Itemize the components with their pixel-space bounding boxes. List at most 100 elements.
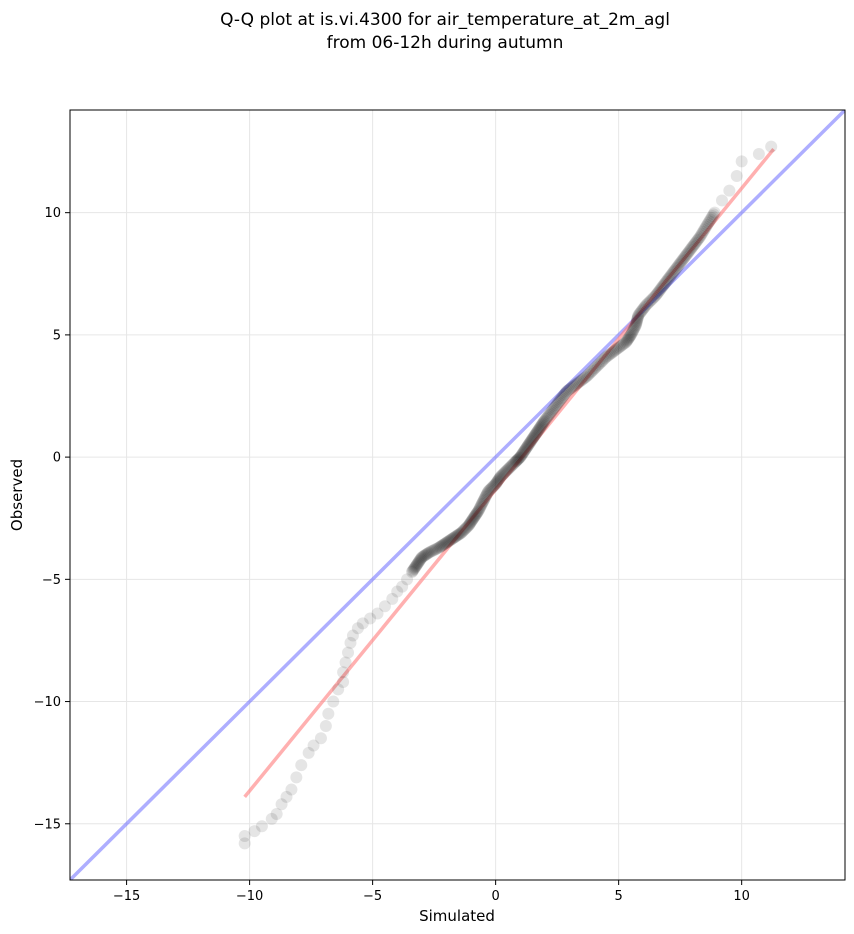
quantile-point (475, 497, 488, 510)
quantile-point (537, 416, 550, 429)
quantile-point (630, 316, 643, 329)
quantile-point (452, 528, 465, 541)
quantile-point (450, 529, 463, 542)
quantile-point (529, 428, 542, 441)
quantile-point (580, 370, 593, 383)
quantile-point (435, 540, 448, 553)
quantile-point (614, 340, 627, 353)
y-axis-label: Observed (8, 459, 26, 531)
quantile-point (598, 352, 611, 365)
quantile-point (371, 607, 384, 620)
quantile-point (735, 155, 748, 168)
quantile-point (605, 346, 618, 359)
quantile-point (702, 217, 715, 230)
quantile-point (337, 676, 350, 688)
quantile-point (637, 302, 650, 315)
quantile-point (665, 268, 678, 281)
quantile-point (423, 546, 436, 559)
x-tick-label: 5 (615, 889, 623, 904)
quantile-point (707, 208, 720, 221)
quantile-point (533, 422, 546, 435)
quantile-point (691, 233, 704, 246)
quantile-point (681, 247, 694, 260)
quantile-point (679, 250, 692, 263)
chart-title-line1: Q-Q plot at is.vi.4300 for air_temperatu… (220, 10, 670, 30)
quantile-point (515, 449, 528, 462)
quantile-point (506, 459, 519, 472)
quantile-point (636, 303, 649, 316)
quantile-point (539, 413, 552, 426)
quantile-point (558, 387, 571, 400)
quantile-point (723, 184, 736, 197)
quantile-point (510, 454, 523, 467)
quantile-point (499, 465, 512, 478)
quantile-point (468, 510, 481, 523)
quantile-point (426, 545, 439, 558)
quantile-point (634, 306, 647, 319)
quantile-point (708, 206, 721, 219)
quantile-point (730, 170, 743, 182)
quantile-point (521, 440, 534, 453)
quantile-point (631, 312, 644, 325)
quantile-point (655, 281, 668, 294)
quantile-point (364, 612, 377, 625)
quantile-point (481, 486, 494, 499)
quantile-point (627, 324, 640, 337)
quantile-point (620, 335, 633, 348)
quantile-point (703, 215, 716, 228)
quantile-point (472, 504, 485, 517)
quantile-point (413, 555, 426, 568)
quantile-point (629, 320, 642, 333)
quantile-point (396, 580, 409, 593)
quantile-point (484, 483, 497, 496)
quantile-point (529, 429, 541, 442)
quantile-point (622, 332, 635, 345)
quantile-point (576, 373, 589, 386)
quantile-point (643, 295, 656, 308)
quantile-point (478, 493, 491, 506)
quantile-point (603, 348, 616, 361)
quantile-point (633, 307, 646, 320)
quantile-point (493, 471, 506, 484)
quantile-point (630, 314, 643, 327)
quantile-point (664, 270, 677, 283)
quantile-point (663, 271, 676, 284)
quantile-point (660, 275, 673, 288)
quantile-point (449, 530, 462, 543)
quantile-point (492, 473, 505, 486)
quantile-point (290, 771, 303, 784)
quantile-point (508, 457, 521, 470)
quantile-point (463, 518, 476, 531)
quantile-point (406, 564, 419, 577)
quantile-point (670, 261, 683, 274)
quantile-point (453, 528, 466, 541)
quantile-point (627, 323, 640, 336)
quantile-point (307, 739, 320, 752)
quantile-point (496, 468, 509, 481)
quantile-point (440, 536, 453, 549)
quantile-point (638, 300, 651, 313)
quantile-point (411, 557, 424, 570)
quantile-point (498, 466, 511, 479)
quantile-point (680, 249, 693, 262)
quantile-point (653, 284, 666, 297)
quantile-point (327, 695, 340, 708)
quantile-point (690, 235, 703, 248)
quantile-point (639, 299, 652, 312)
quantile-point (752, 148, 765, 160)
quantile-point (405, 566, 418, 578)
fit-line (243, 148, 776, 798)
quantile-point (662, 273, 675, 286)
quantile-point (437, 538, 450, 551)
quantile-point (469, 509, 482, 522)
quantile-point (678, 252, 691, 265)
quantile-point (518, 444, 531, 457)
quantile-point (608, 344, 621, 357)
quantile-point (617, 338, 630, 351)
quantile-point (528, 430, 541, 443)
quantile-point (462, 519, 475, 532)
quantile-point (471, 505, 484, 518)
quantile-point (569, 378, 582, 391)
quantile-point (438, 538, 451, 551)
quantile-point (551, 397, 564, 410)
